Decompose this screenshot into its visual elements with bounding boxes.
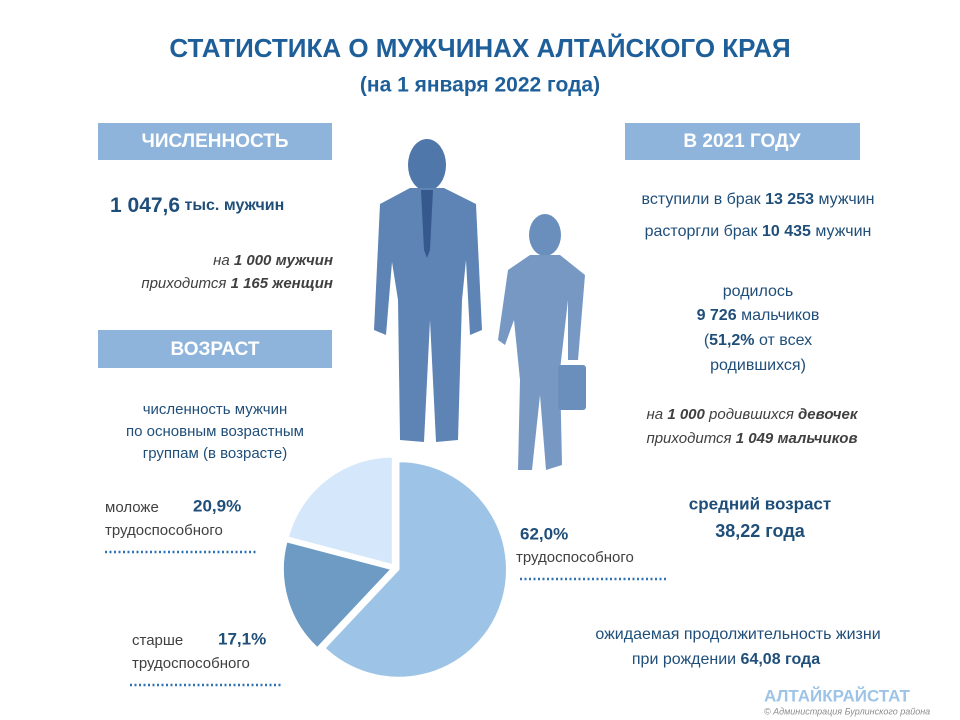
text: приходится: [646, 430, 731, 447]
caption: группам (в возрасте): [143, 445, 287, 462]
ratio-line: на 1 000 мужчин: [213, 252, 333, 269]
number: 51,2%: [709, 332, 754, 349]
number: 13 253: [765, 191, 814, 208]
text: мальчиков: [777, 430, 857, 447]
text: при рождении: [632, 651, 736, 668]
fact: 9 726 мальчиков: [697, 307, 820, 324]
text: мальчиков: [741, 307, 819, 324]
pie-slice: [282, 540, 393, 649]
number: 1 000: [234, 252, 272, 269]
number: 9 726: [697, 307, 737, 324]
title: СТАТИСТИКА О МУЖЧИНАХ АЛТАЙСКОГО КРАЯ: [169, 33, 790, 63]
text: (: [704, 332, 710, 349]
text: на: [647, 406, 664, 423]
text: мужчин: [276, 252, 333, 269]
number: 1 000: [667, 406, 705, 423]
heading-box: [98, 330, 332, 368]
pie-slice: [287, 456, 394, 566]
slice-label: старше: [132, 632, 183, 649]
heading-box: [98, 123, 332, 160]
indicator-label: средний возраст: [689, 494, 831, 513]
population-count: 1 047,6 тыс. мужчин: [110, 194, 284, 217]
number: 10 435: [762, 223, 811, 240]
brand: АЛТАЙКРАЙСТАТ: [764, 686, 911, 705]
heading-box: [625, 123, 860, 160]
heading: В 2021 ГОДУ: [683, 131, 800, 152]
slice-label: трудоспособного: [105, 522, 223, 539]
fact: родилось: [723, 283, 793, 300]
text: на: [213, 252, 230, 269]
count: 1 047,6: [110, 194, 180, 217]
text: мужчин: [815, 223, 871, 240]
fact: родившихся): [710, 357, 806, 374]
credit: © Администрация Бурлинского района: [764, 706, 930, 716]
silhouettes: [374, 139, 586, 470]
text: от всех: [759, 332, 812, 349]
text: девочек: [798, 406, 859, 423]
text: родившихся: [708, 406, 794, 423]
indicator-value: 38,22 года: [715, 521, 805, 541]
slice-value: 62,0%: [520, 524, 568, 543]
indicator-label: ожидаемая продолжительность жизни: [595, 626, 880, 643]
slice-value: 20,9%: [193, 496, 241, 515]
ratio-line: приходится 1 165 женщин: [141, 275, 333, 292]
subtitle: (на 1 января 2022 года): [360, 74, 600, 97]
caption: по основным возрастным: [126, 423, 304, 440]
slice-value: 17,1%: [218, 629, 266, 648]
noun: мужчин: [224, 197, 284, 214]
pie-chart: [282, 456, 508, 679]
indicator-line: при рождении 64,08 года: [632, 651, 820, 668]
number: 64,08 года: [741, 651, 821, 668]
text: вступили в брак: [642, 191, 762, 208]
slice-label: моложе: [105, 499, 159, 516]
ratio-line: приходится 1 049 мальчиков: [646, 430, 857, 447]
ratio-line: на 1 000 родившихся девочек: [647, 406, 859, 423]
heading: ВОЗРАСТ: [170, 339, 259, 360]
number: 1 165: [231, 275, 269, 292]
number: 1 049: [736, 430, 774, 447]
unit: тыс.: [185, 197, 220, 214]
fact: (51,2% от всех: [704, 332, 812, 349]
fact: расторгли брак 10 435 мужчин: [645, 223, 872, 240]
slice-label: трудоспособного: [516, 549, 634, 566]
heading: ЧИСЛЕННОСТЬ: [142, 131, 289, 152]
fact: вступили в брак 13 253 мужчин: [642, 191, 875, 208]
text: мужчин: [818, 191, 874, 208]
text: расторгли брак: [645, 223, 759, 240]
slice-label: трудоспособного: [132, 655, 250, 672]
text: приходится: [141, 275, 226, 292]
text: женщин: [271, 275, 333, 292]
caption: численность мужчин: [143, 401, 288, 418]
pie-slice: [323, 460, 508, 679]
